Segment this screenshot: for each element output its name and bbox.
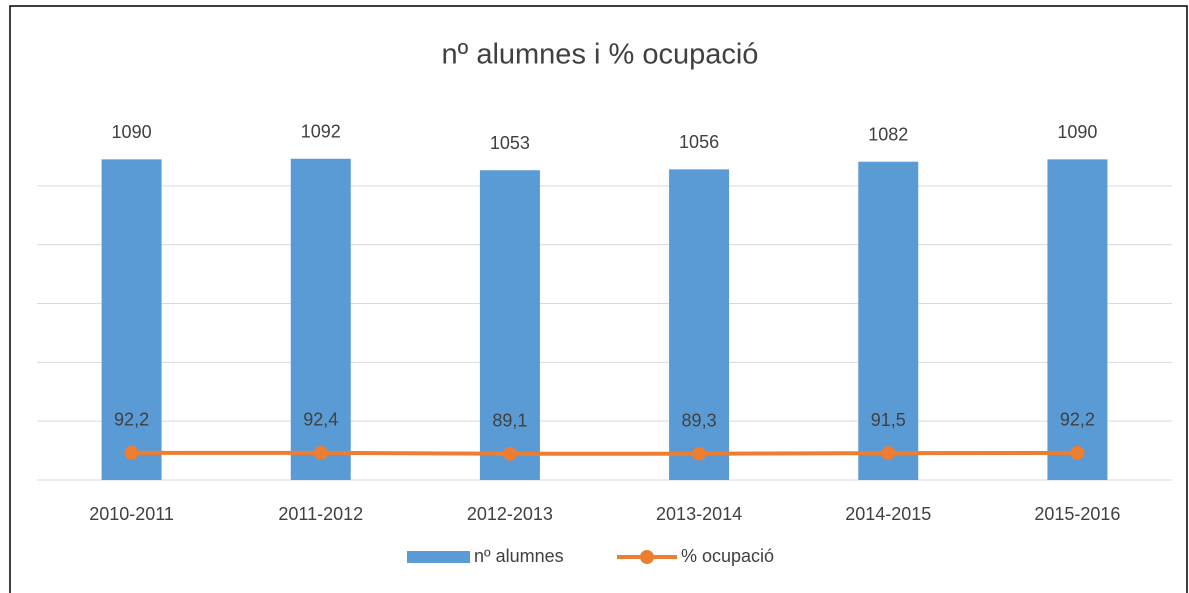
line-label: 92,2 <box>1060 410 1095 430</box>
x-tick-label: 2014-2015 <box>845 504 931 524</box>
line <box>131 450 1078 456</box>
bar-label: 1053 <box>490 133 530 153</box>
x-tick-label: 2010-2011 <box>89 504 174 524</box>
bar-label: 1082 <box>868 124 908 144</box>
line-label: 92,4 <box>303 410 338 430</box>
chart-title: nº alumnes i % ocupació <box>442 39 759 71</box>
bar <box>290 158 351 480</box>
bar-label: 1056 <box>679 132 719 152</box>
x-tick-label: 2015-2016 <box>1034 504 1120 524</box>
line-point <box>881 446 896 461</box>
line-point <box>124 445 139 460</box>
legend-label: nº alumnes <box>474 546 564 566</box>
line-label: 92,2 <box>114 410 149 430</box>
line-point <box>692 446 707 461</box>
line-label: 89,1 <box>492 411 527 431</box>
line-point <box>313 445 328 460</box>
x-tick-label: 2013-2014 <box>656 504 742 524</box>
bar <box>479 170 540 480</box>
legend-label: % ocupació <box>681 546 774 566</box>
bar <box>858 161 919 480</box>
bar <box>101 159 162 480</box>
x-tick-label: 2012-2013 <box>467 504 553 524</box>
x-tick-label: 2011-2012 <box>278 504 363 524</box>
bar <box>669 169 730 481</box>
bar-label: 1092 <box>301 122 341 142</box>
line-point <box>502 446 517 461</box>
bar <box>1047 159 1108 480</box>
line-point <box>1070 445 1085 460</box>
line-label: 91,5 <box>871 410 906 430</box>
chart-border <box>9 5 1188 593</box>
bar-label: 1090 <box>112 122 152 142</box>
bar-label: 1090 <box>1057 122 1097 142</box>
legend-swatch <box>640 550 654 564</box>
line-label: 89,3 <box>682 410 717 430</box>
legend-swatch <box>407 551 470 563</box>
